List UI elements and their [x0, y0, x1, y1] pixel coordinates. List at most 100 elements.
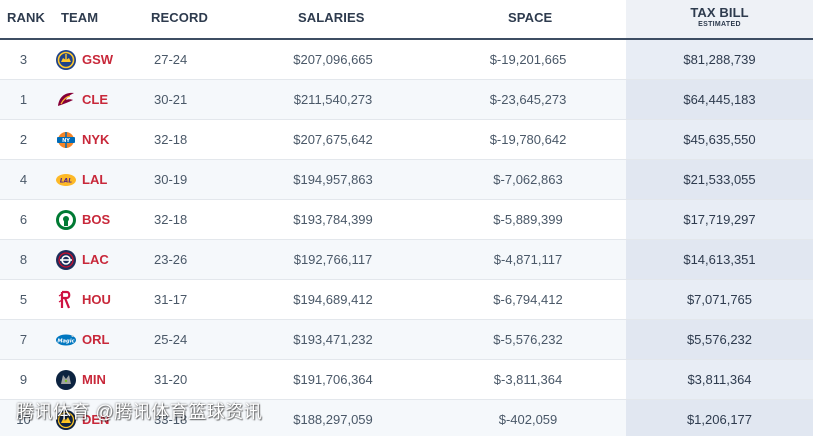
space-cell: $-5,889,399: [493, 212, 563, 227]
space-cell: $-19,780,642: [489, 132, 567, 147]
space-cell: $-402,059: [498, 412, 558, 427]
tax-bill-cell: $45,635,550: [683, 132, 756, 147]
svg-text:Magic: Magic: [57, 338, 75, 344]
tax-column-cell-bg: [626, 120, 813, 159]
svg-text:NY: NY: [62, 138, 70, 144]
record-cell: 31-17: [154, 292, 188, 307]
record-cell: 31-20: [154, 372, 188, 387]
record-cell: 32-18: [154, 132, 188, 147]
tax-column-cell-bg: [626, 360, 813, 399]
table-row[interactable]: 6 BOS 32-18 $193,784,399 $-5,889,399 $17,719,…: [0, 200, 813, 240]
space-cell: $-6,794,412: [493, 292, 563, 307]
rank-cell: 8: [19, 252, 28, 267]
tax-column-cell-bg: [626, 160, 813, 199]
timberwolves-logo-icon[interactable]: [55, 369, 77, 391]
salaries-cell: $211,540,273: [293, 92, 373, 107]
table-row[interactable]: 8 LAC 23-26 $192,766,117 $-4,871,117 $14,613,…: [0, 240, 813, 280]
rockets-logo-icon[interactable]: [55, 289, 77, 311]
tax-bill-cell: $1,206,177: [686, 412, 753, 427]
rank-cell: 1: [19, 92, 28, 107]
magic-logo-icon[interactable]: Magic: [55, 329, 77, 351]
record-cell: 32-18: [154, 212, 188, 227]
lakers-logo-icon[interactable]: LAL: [55, 169, 77, 191]
salaries-cell: $207,675,642: [293, 132, 373, 147]
tax-column-cell-bg: [626, 200, 813, 239]
tax-bill-cell: $17,719,297: [683, 212, 756, 227]
record-cell: 30-19: [154, 172, 188, 187]
column-header-tax-bill[interactable]: TAX BILL: [690, 5, 749, 20]
rank-cell: 7: [19, 332, 28, 347]
team-link[interactable]: GSW: [82, 52, 114, 67]
knicks-logo-icon[interactable]: NY: [55, 129, 77, 151]
rank-cell: 4: [19, 172, 28, 187]
team-link[interactable]: ORL: [82, 332, 110, 347]
record-cell: 27-24: [154, 52, 188, 67]
space-cell: $-4,871,117: [493, 252, 563, 267]
space-cell: $-19,201,665: [489, 52, 567, 67]
space-cell: $-5,576,232: [493, 332, 563, 347]
warriors-logo-icon[interactable]: [55, 49, 77, 71]
salaries-cell: $207,096,665: [293, 52, 373, 67]
record-cell: 33-18: [154, 412, 188, 427]
watermark: 腾讯体育 @腾讯体育篮球资讯: [16, 402, 263, 422]
team-link[interactable]: HOU: [82, 292, 111, 307]
salaries-cell: $193,471,232: [293, 332, 373, 347]
salaries-cell: $188,297,059: [293, 412, 373, 427]
rank-cell: 10: [16, 412, 31, 427]
column-header-team[interactable]: TEAM: [61, 10, 99, 25]
table-row[interactable]: 9 MIN 31-20 $191,706,364 $-3,811,364 $3,811,3…: [0, 360, 813, 400]
table-row[interactable]: 3 GSW 27-24 $207,096,665 $-19,201,665 $81,288…: [0, 40, 813, 80]
nuggets-logo-icon[interactable]: [55, 409, 77, 431]
team-link[interactable]: LAL: [82, 172, 108, 187]
tax-column-cell-bg: [626, 80, 813, 119]
team-link[interactable]: LAC: [82, 252, 109, 267]
space-cell: $-23,645,273: [489, 92, 567, 107]
space-cell: $-3,811,364: [493, 372, 563, 387]
tax-column-cell-bg: [626, 280, 813, 319]
column-header-salaries[interactable]: SALARIES: [298, 10, 365, 25]
rank-cell: 3: [19, 52, 28, 67]
table-row[interactable]: 10 DEN 33-18 $188,297,059 $-402,059 $1,206,17…: [0, 400, 813, 436]
tax-bill-cell: $14,613,351: [683, 252, 756, 267]
team-link[interactable]: BOS: [82, 212, 111, 227]
team-link[interactable]: MIN: [82, 372, 106, 387]
tax-column-cell-bg: [626, 400, 813, 436]
rank-cell: 5: [19, 292, 28, 307]
tax-column-cell-bg: [626, 40, 813, 79]
team-link[interactable]: NYK: [82, 132, 110, 147]
celtics-logo-icon[interactable]: [55, 209, 77, 231]
cavaliers-logo-icon[interactable]: [55, 89, 77, 111]
team-link[interactable]: CLE: [82, 92, 108, 107]
tax-bill-cell: $81,288,739: [683, 52, 756, 67]
tax-bill-cell: $7,071,765: [686, 292, 753, 307]
table-row[interactable]: 7 Magic ORL 25-24 $193,471,232 $-5,576,232 $5,…: [0, 320, 813, 360]
record-cell: 30-21: [154, 92, 188, 107]
column-header-rank[interactable]: RANK: [7, 10, 45, 25]
record-cell: 25-24: [154, 332, 188, 347]
salaries-cell: $193,784,399: [293, 212, 373, 227]
salaries-cell: $192,766,117: [293, 252, 373, 267]
table-row[interactable]: 2 NY NYK 32-18 $207,675,642 $-19,780,642 $45,6…: [0, 120, 813, 160]
tax-bill-cell: $3,811,364: [687, 372, 752, 387]
rank-cell: 9: [19, 372, 28, 387]
svg-text:LAL: LAL: [60, 178, 72, 185]
clippers-logo-icon[interactable]: [55, 249, 77, 271]
salaries-cell: $191,706,364: [293, 372, 373, 387]
tax-bill-cell: $5,576,232: [686, 332, 753, 347]
table-row[interactable]: 5 HOU 31-17 $194,689,412 $-6,794,412 $7,071,7…: [0, 280, 813, 320]
record-cell: 23-26: [154, 252, 188, 267]
salaries-cell: $194,689,412: [293, 292, 373, 307]
tax-bill-cell: $64,445,183: [683, 92, 756, 107]
table-row[interactable]: 4 LAL LAL 30-19 $194,957,863 $-7,062,863 $21,5…: [0, 160, 813, 200]
column-header-space[interactable]: SPACE: [508, 10, 553, 25]
table-row[interactable]: 1 CLE 30-21 $211,540,273 $-23,645,273 $64,445…: [0, 80, 813, 120]
column-header-record[interactable]: RECORD: [151, 10, 208, 25]
table-header: RANK TEAM RECORD SALARIES SPACE TAX BILL…: [0, 0, 813, 40]
team-link[interactable]: DEN: [82, 412, 110, 427]
rank-cell: 2: [19, 132, 28, 147]
column-header-tax-bill-subtitle: ESTIMATED: [698, 21, 741, 28]
rank-cell: 6: [19, 212, 28, 227]
space-cell: $-7,062,863: [493, 172, 563, 187]
tax-column-header-bg: [626, 0, 813, 38]
